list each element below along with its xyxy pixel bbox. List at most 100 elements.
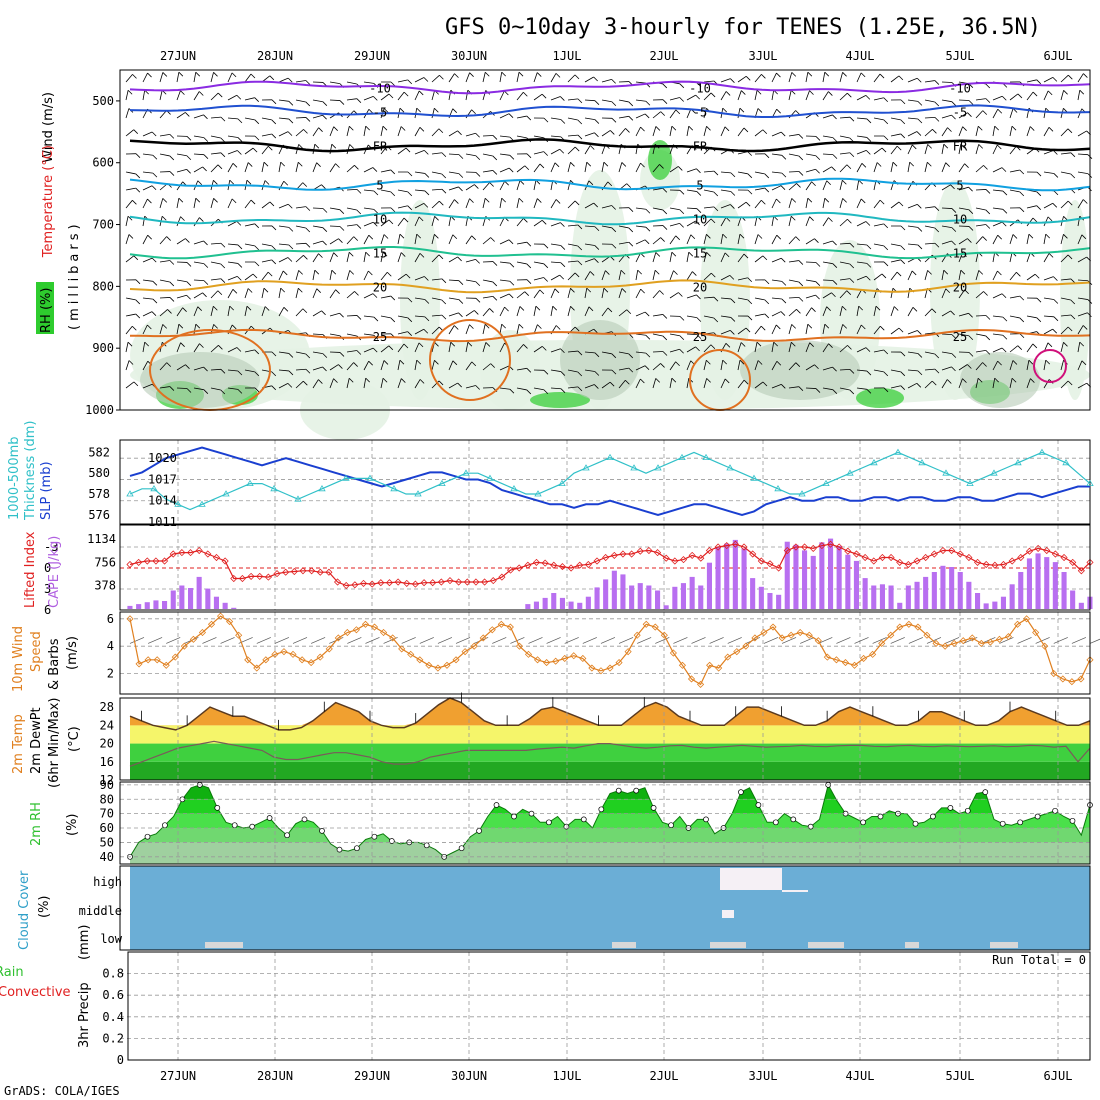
wind-barb-flag [730,204,735,209]
wind-barb-flag [756,341,762,347]
wind-barb [686,294,697,299]
wind-barb [210,152,221,155]
slp-tick: 1011 [148,515,177,529]
wind-barb [465,361,473,371]
wind-barb-flag [964,289,969,295]
wind-barb-flag [254,223,260,229]
wind-barb [890,271,898,281]
wind-barb-flag [185,112,190,117]
wind10-barb [691,637,706,644]
wind10-marker [697,680,705,688]
rh-mid-area [140,352,260,408]
thickness-marker [390,485,398,492]
wind-barb-flag [560,119,566,124]
wind-barb-flag [951,101,957,106]
wind-barb-flag [796,183,801,188]
li-marker [1051,550,1059,558]
wind-barb [567,146,576,155]
wind-barb-flag [611,369,617,375]
wind-barb-flag [917,370,923,376]
wind-barb-flag [985,335,991,341]
cape-bar [724,543,730,609]
wind-barb-flag [1030,378,1035,383]
rh-high-area [530,392,590,408]
temp2m-label2: 2m DewPt [29,707,44,774]
wind-barb-flag [997,270,1002,276]
wind-barb [1043,360,1047,371]
cloud-block [205,942,243,948]
wind10-barb [818,637,833,644]
wind-barb [431,108,435,119]
wind10-marker [914,623,922,631]
cape-bar [949,567,955,609]
wind-barb-flag [628,241,634,247]
wind-barb [329,312,340,317]
thickness-marker [246,479,254,486]
wind10-marker [189,635,197,643]
wind-barb-flag [169,260,175,265]
wind10-barb [256,637,271,644]
li-marker [671,557,679,565]
wind-barb-flag [594,226,600,232]
wind-barb [1043,90,1049,101]
wind-barb [788,183,797,191]
wind-barb [720,274,731,281]
wind-barb-flag [985,83,991,89]
temp-contour-15 [129,246,1091,260]
wind-barb [363,126,367,137]
wind-barb-flag [917,353,923,358]
wind-barb-flag [900,99,906,105]
wind-barb [363,315,374,318]
wind-barb-flag [254,371,260,377]
upper-frame [119,69,1091,411]
wind-barb [227,94,238,101]
wind-barb-flag [947,127,952,132]
wind-barb-flag [662,188,668,193]
wind-barb [584,258,595,263]
wind10-marker [316,653,324,661]
wind-barb-flag [781,281,787,286]
wind-barb [805,342,811,353]
wind-barb [703,189,714,193]
temp-contour--5 [129,104,1091,118]
li-marker [290,567,298,576]
wind-barb-flag [586,287,592,293]
wind10-marker [533,656,542,664]
wind-barb-flag [338,238,343,243]
rh2m-line [129,783,1091,858]
li-marker [472,578,480,586]
wind10-marker [506,623,514,631]
wind-barb-flag [373,209,379,214]
wind-barb-flag [978,144,983,149]
wind-barb-flag [543,117,549,123]
cloud-block [612,942,636,948]
cape-bar [611,570,617,609]
rh2m-marker [214,805,221,811]
wind-barb-flag [865,347,871,352]
wind-barb-flag [917,101,923,106]
wind-barb-flag [416,359,422,365]
cape-bar [923,576,929,609]
wind-barb [363,378,367,389]
thickness-frame [119,439,1091,525]
wind-barb-flag [883,97,889,103]
wind-barb-flag [237,244,243,250]
wind-barb-flag [761,74,766,79]
wind-barb-flag [434,234,439,239]
thickness-marker [342,474,350,481]
wind-barb [176,72,180,83]
wind-ticks: 246 [107,612,114,681]
wind-barb-flag [469,198,474,203]
wind-barb [771,297,782,300]
wind-barb-flag [722,233,728,239]
wind-barb [941,240,952,245]
wind-barb [941,366,952,371]
wind-barb-flag [1053,276,1058,281]
wind-barb [312,288,318,299]
wind-barb-flag [815,168,820,174]
wind-barb [414,150,425,155]
wind-barb-flag [152,281,158,286]
li-marker [982,560,990,569]
